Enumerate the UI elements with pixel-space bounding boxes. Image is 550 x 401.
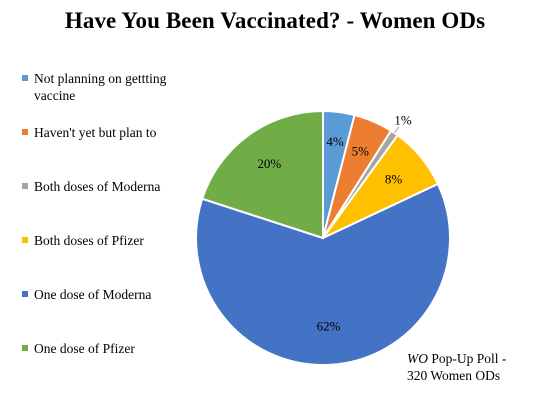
legend-label: Haven't yet but plan to bbox=[34, 125, 157, 140]
chart-title: Have You Been Vaccinated? - Women ODs bbox=[64, 8, 486, 33]
legend-label: Both doses of Moderna bbox=[34, 179, 161, 194]
pie-slice bbox=[200, 109, 324, 240]
slice-label: 8% bbox=[385, 172, 403, 187]
slice-label: 4% bbox=[326, 134, 344, 149]
legend-swatch bbox=[22, 183, 28, 189]
source-publication: WO bbox=[407, 351, 428, 366]
source-note: WO Pop-Up Poll - 320 Women ODs bbox=[407, 350, 506, 384]
slice-label: 62% bbox=[317, 319, 341, 334]
legend-swatch bbox=[22, 129, 28, 135]
legend-label: Both doses of Pfizer bbox=[34, 233, 144, 248]
legend-swatch bbox=[22, 75, 28, 81]
legend-swatch bbox=[22, 237, 28, 243]
legend-label: One dose of Pfizer bbox=[34, 341, 135, 356]
legend-swatch bbox=[22, 291, 28, 297]
source-line1: Pop-Up Poll - bbox=[428, 351, 507, 366]
legend-swatch bbox=[22, 345, 28, 351]
slice-label: 20% bbox=[257, 156, 281, 171]
slice-label: 5% bbox=[352, 144, 370, 159]
source-line2: 320 Women ODs bbox=[407, 368, 501, 383]
legend-label: Not planning on gettting vaccine bbox=[34, 71, 167, 103]
slice-label: 1% bbox=[394, 112, 412, 127]
slice-leader-line bbox=[393, 126, 400, 134]
pie-slice bbox=[195, 182, 451, 366]
legend-label: One dose of Moderna bbox=[34, 287, 152, 302]
